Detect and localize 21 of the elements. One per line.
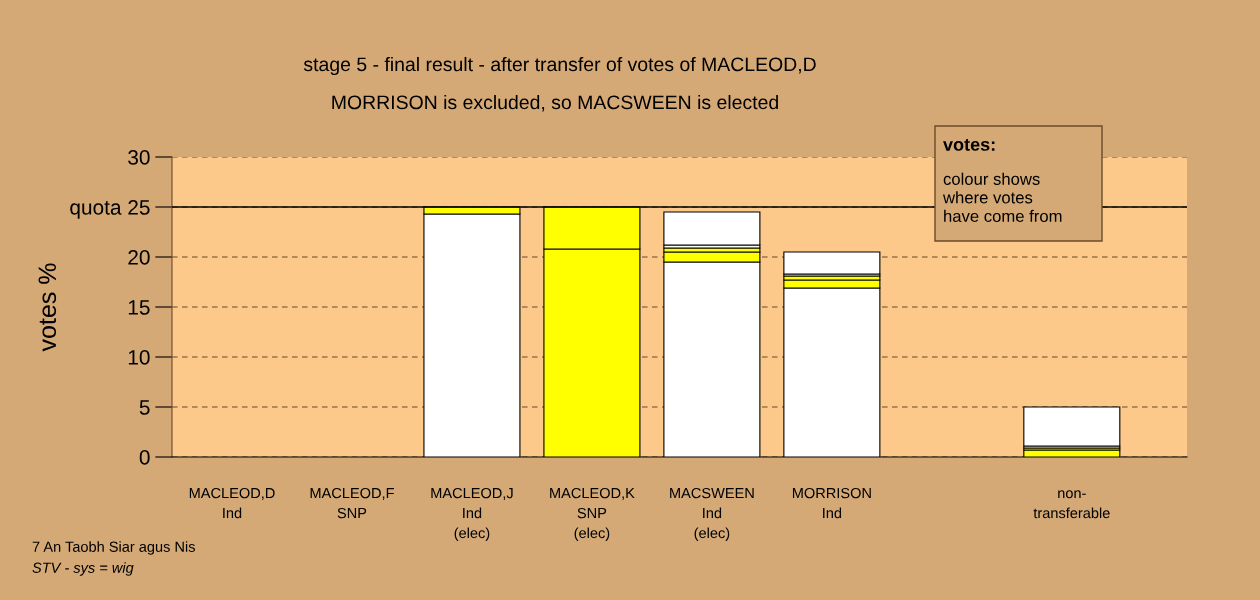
y-tick-label: 20 [128, 250, 150, 265]
x-tick-label: MACLEOD,D Ind [189, 487, 275, 519]
x-tick-label: MACLEOD,K SNP (elec) [550, 487, 635, 542]
y-tick-label: 10 [128, 350, 150, 365]
y-tick-label: 30 [128, 150, 150, 165]
y-tick-label: quota 25 [70, 200, 150, 219]
x-tick-label: MACLEOD,J Ind (elec) [431, 487, 513, 542]
x-tick-label: MORRISON Ind [792, 487, 871, 519]
x-tick-label: non- transferable [1033, 490, 1110, 519]
text: 7 An Taobh Siar agus Nis [32, 541, 195, 555]
x-tick-label: MACSWEEN Ind (elec) [670, 487, 754, 542]
y-tick-label: 15 [128, 300, 150, 315]
x-tick-label: MACLEOD,F SNP [310, 487, 394, 519]
chart-subtitle: MORRISON is excluded, so MACSWEEN is elected [332, 94, 778, 112]
y-axis-title: votes % [38, 263, 57, 352]
y-tick-label: 5 [139, 400, 150, 415]
text: votes: [943, 138, 995, 151]
chart-title: stage 5 - final result - after transfer of votes of MACLEOD,D [303, 56, 816, 76]
text: STV - sys = wig [32, 562, 134, 576]
annotation: colour shows where votes have come from [942, 172, 1062, 223]
y-tick-label: 0 [139, 450, 150, 465]
